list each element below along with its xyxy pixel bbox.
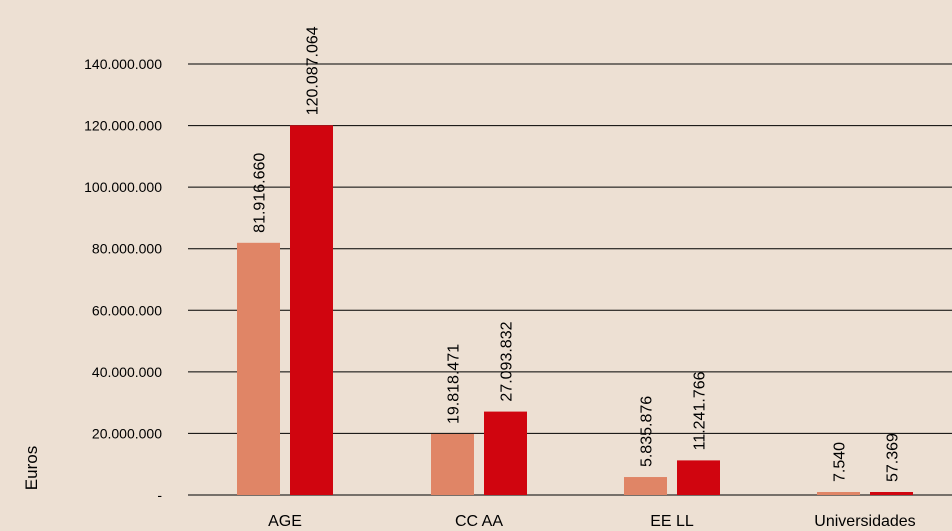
bar-value-label: 7.540 <box>832 442 849 482</box>
bar-value-labels: 81.916.660 19.818.471 5.835.876 7.540 120.08… <box>252 26 902 482</box>
bar-cc-aa-series-2 <box>484 411 527 495</box>
bar-value-label: 57.369 <box>885 433 902 482</box>
x-axis-ticks: AGE CC AA EE LL Universidades <box>268 513 916 530</box>
bars <box>237 125 913 495</box>
bar-value-label: 11.241.766 <box>692 371 709 450</box>
y-tick-label: 60.000.000 <box>92 302 162 318</box>
bar-value-label: 81.916.660 <box>252 153 269 233</box>
y-tick-label: 40.000.000 <box>92 364 162 380</box>
y-tick-label: 80.000.000 <box>92 241 162 257</box>
bar-value-label: 5.835.876 <box>639 396 656 467</box>
y-axis-ticks: - 20.000.000 40.000.000 60.000.000 80.000.00… <box>84 56 162 503</box>
bar-ee-ll-series-2 <box>677 460 720 495</box>
bar-age-series-2 <box>290 125 333 495</box>
y-axis-label: Euros <box>22 446 41 490</box>
bar-ee-ll-series-1 <box>624 477 667 495</box>
y-tick-label: 100.000.000 <box>84 179 162 195</box>
bar-value-label: 120.087.064 <box>305 26 322 115</box>
bar-value-label: 27.093.832 <box>499 321 516 401</box>
x-tick-label: Universidades <box>814 513 915 530</box>
bar-value-label: 19.818.471 <box>446 344 463 424</box>
y-tick-label: 20.000.000 <box>92 425 162 441</box>
x-tick-label: CC AA <box>455 513 503 530</box>
y-tick-label: 120.000.000 <box>84 118 162 134</box>
x-tick-label: AGE <box>268 513 302 530</box>
bar-cc-aa-series-1 <box>431 433 474 495</box>
x-tick-label: EE LL <box>650 513 694 530</box>
y-tick-label: 140.000.000 <box>84 56 162 72</box>
y-tick-label: - <box>157 487 162 503</box>
bar-age-series-1 <box>237 242 280 495</box>
bar-universidades-series-1 <box>817 492 860 495</box>
bar-universidades-series-2 <box>870 492 913 495</box>
